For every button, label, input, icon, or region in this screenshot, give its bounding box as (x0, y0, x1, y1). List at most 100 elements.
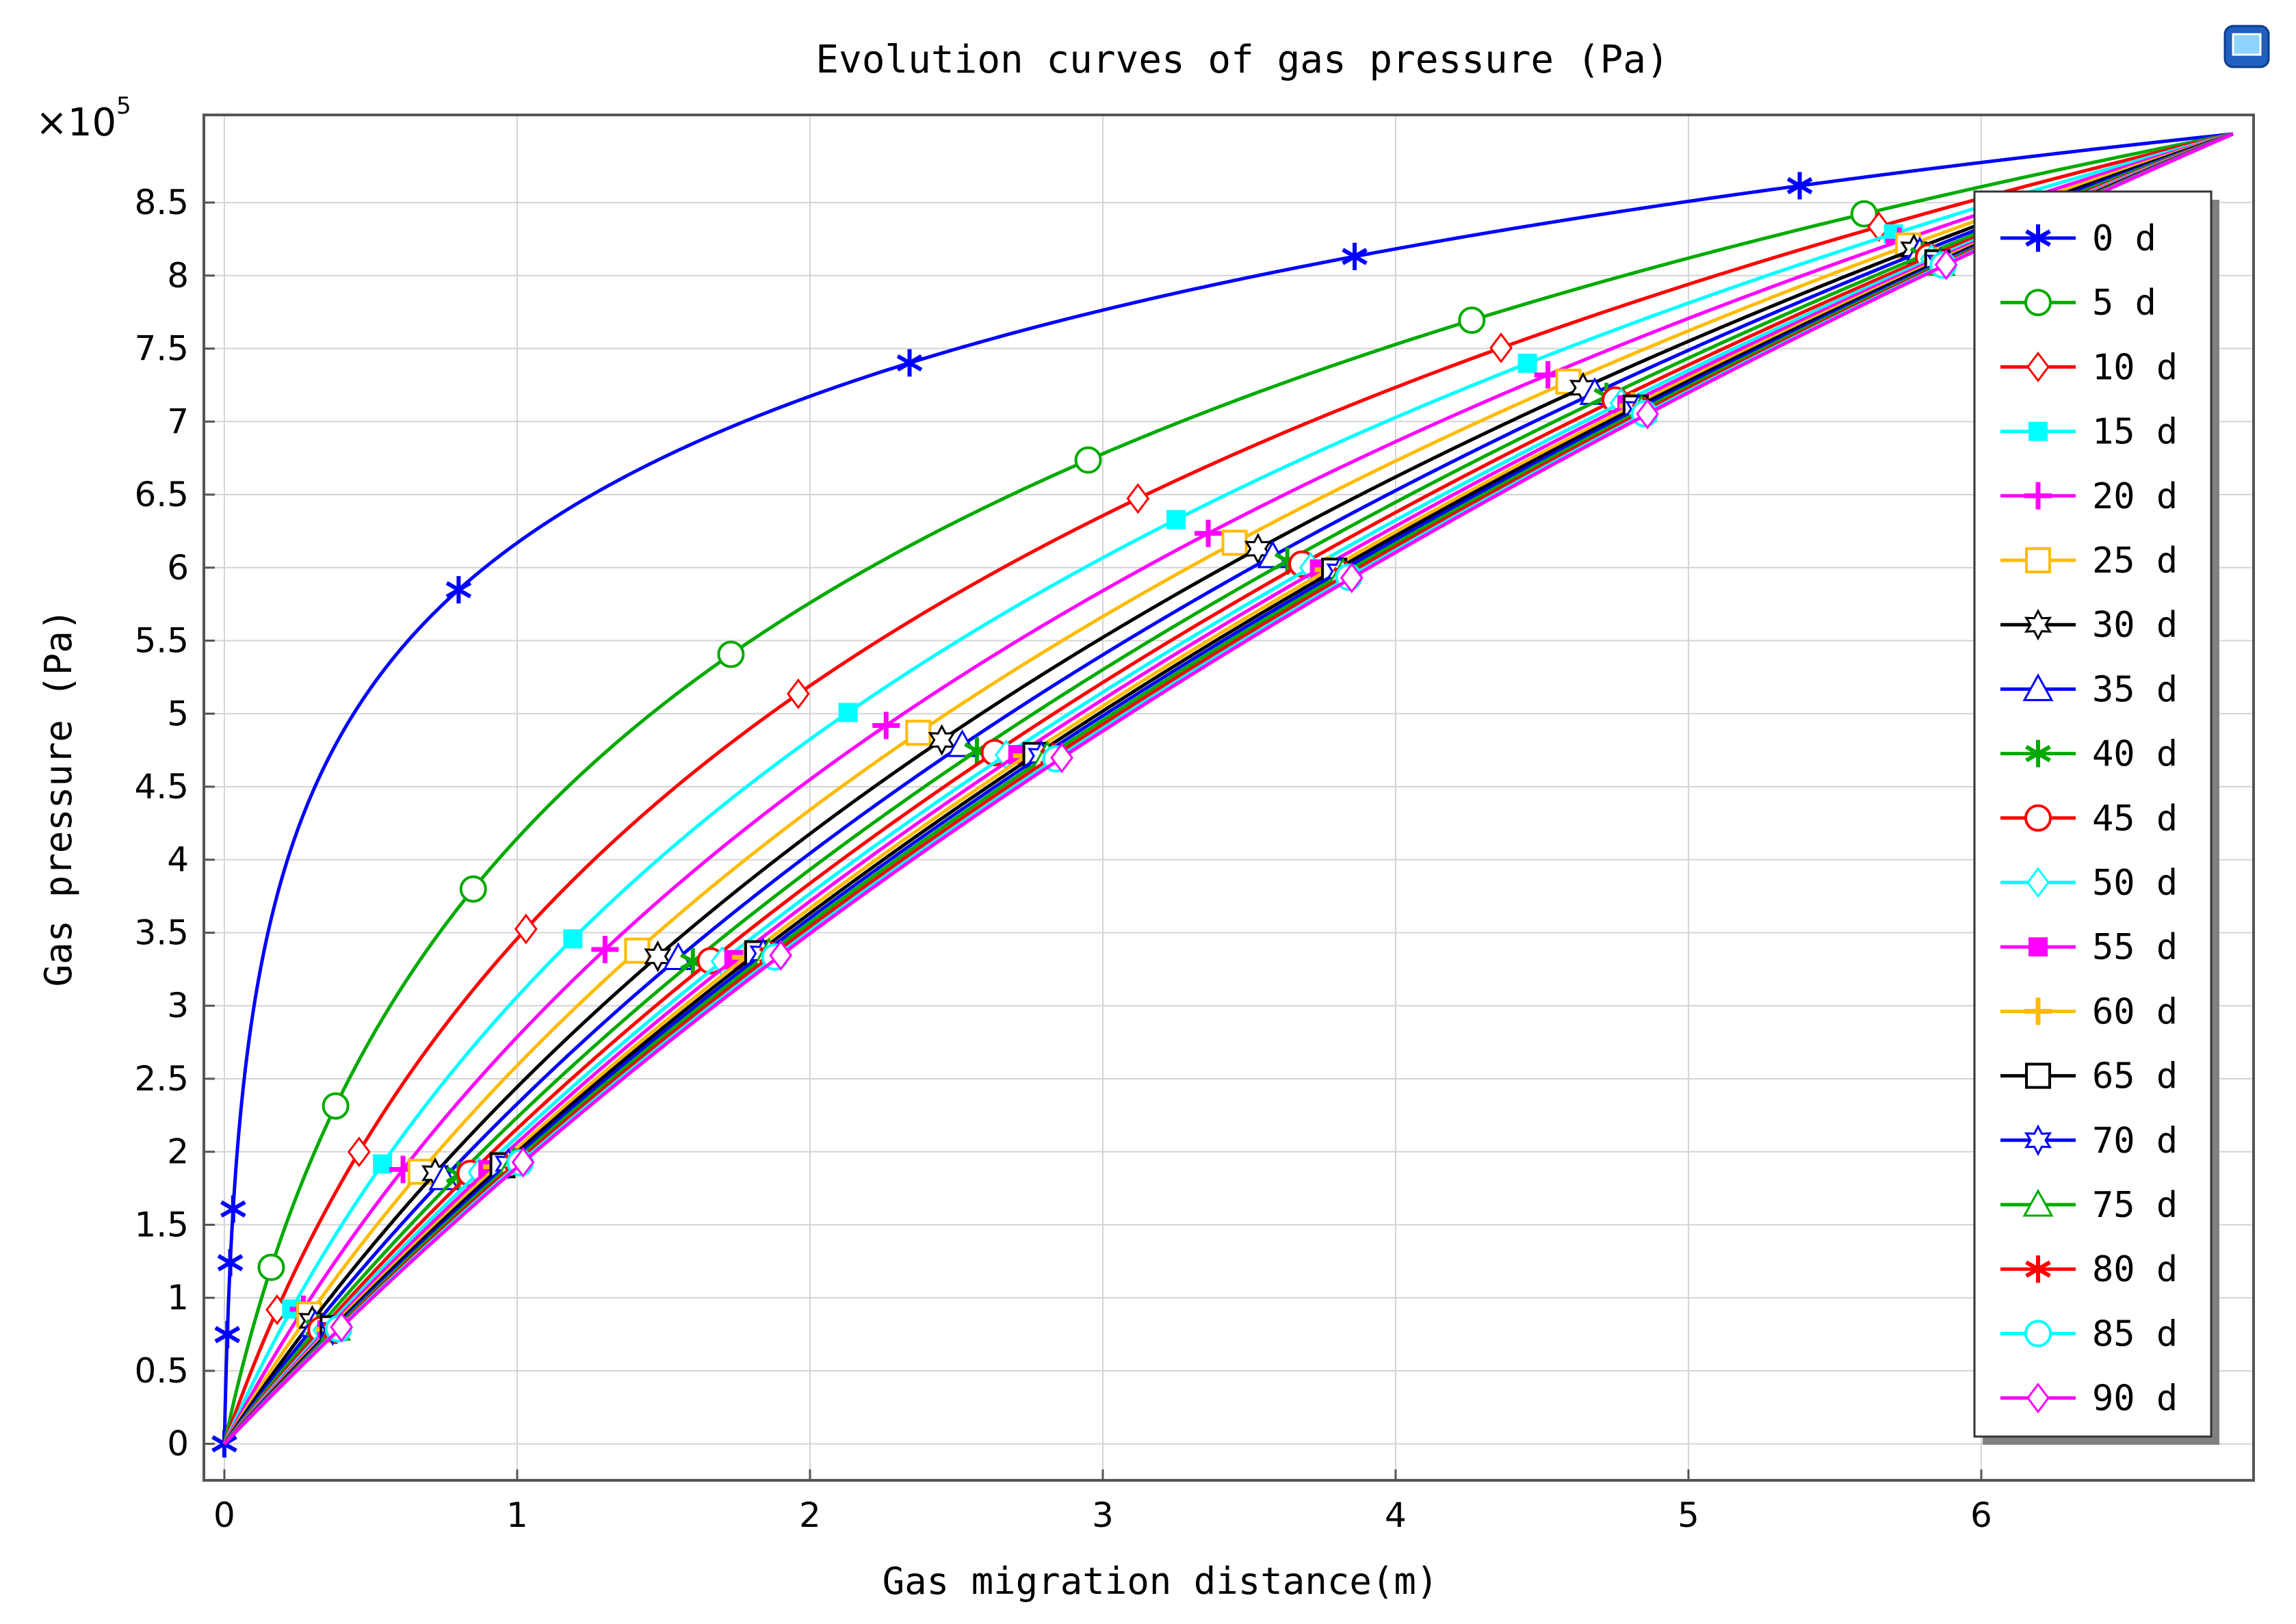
series-line (222, 132, 2234, 1446)
series-30-d (222, 132, 2234, 1446)
series-65-d (222, 132, 2234, 1446)
y-tick-label: 0 (167, 1424, 189, 1464)
data-point (1458, 306, 1486, 335)
legend-entry: 5 d (2000, 283, 2156, 324)
series-90-d (222, 132, 2234, 1446)
legend-label: 75 d (2092, 1185, 2178, 1226)
data-point (1221, 529, 1248, 556)
series-40-d (222, 132, 2234, 1446)
series-35-d (222, 132, 2234, 1446)
legend-entry: 80 d (2000, 1249, 2178, 1290)
legend-marker (2024, 997, 2052, 1025)
legend-label: 90 d (2092, 1378, 2178, 1419)
plot-frame (203, 114, 2255, 1482)
data-point (1166, 510, 1186, 529)
y-exponent: ×10 5 (36, 92, 131, 145)
series-15-d (222, 132, 2234, 1446)
y-tick-label: 2 (167, 1132, 189, 1172)
legend-marker (2024, 608, 2052, 641)
series-line (222, 132, 2234, 1446)
legend-box (1973, 190, 2213, 1438)
legend-label: 35 d (2092, 669, 2178, 710)
y-tick-label: 3.5 (134, 913, 189, 952)
legend-label: 85 d (2092, 1313, 2178, 1354)
legend-label: 40 d (2092, 734, 2178, 775)
data-point (769, 940, 793, 971)
legend-entry: 55 d (2000, 927, 2178, 968)
series-10-d (222, 132, 2234, 1446)
data-point (905, 720, 932, 746)
y-tick-label: 0.5 (134, 1351, 189, 1391)
data-point (946, 729, 978, 757)
series-25-d (222, 132, 2234, 1446)
y-tick-label: 6.5 (134, 475, 189, 514)
legend-entry: 35 d (2000, 669, 2178, 710)
y-tick-label: 5 (167, 694, 189, 733)
legend-entry: 60 d (2000, 991, 2178, 1032)
legend-label: 5 d (2092, 283, 2156, 324)
legend-marker (2022, 1188, 2054, 1217)
legend-entry: 90 d (2000, 1378, 2178, 1419)
legend-entry: 65 d (2000, 1056, 2178, 1097)
y-axis-label: Gas pressure (Pa) (37, 609, 80, 987)
data-point (1934, 249, 1958, 280)
legend-label: 45 d (2092, 798, 2178, 839)
y-ticks: 0 0.5 1 1.5 2 2.5 3 3.5 4 4.5 5 5.5 6 6.5 7 7.5 8 8.5 (134, 183, 215, 1464)
series-line (222, 132, 2234, 1446)
legend-marker (2025, 1255, 2051, 1283)
legend-marker (2026, 351, 2050, 382)
data-point (1126, 483, 1150, 514)
legend-label: 0 d (2092, 218, 2156, 259)
data-point (1342, 242, 1368, 270)
data-point (872, 711, 900, 739)
legend-marker (2028, 421, 2048, 441)
legend-marker (2024, 1124, 2052, 1157)
y-exponent-power: 5 (116, 92, 131, 120)
data-point (1195, 519, 1223, 547)
x-tick-label: 4 (1385, 1495, 1407, 1535)
legend-marker (2024, 1320, 2052, 1348)
y-tick-label: 7 (167, 402, 189, 441)
data-point (591, 936, 619, 964)
series-70-d (222, 132, 2234, 1446)
legend-entry: 0 d (2000, 218, 2156, 259)
series-line (222, 132, 2234, 1446)
data-point (1489, 332, 1513, 364)
legend-entries: 0 d 5 d 10 d 15 d 20 d 25 d 30 d 35 d 40 d 45 d 50… (2000, 218, 2178, 1419)
legend-label: 30 d (2092, 605, 2178, 646)
data-point (347, 1136, 371, 1168)
legend-marker (2024, 482, 2052, 510)
y-tick-label: 8 (167, 256, 189, 296)
series-line (222, 132, 2234, 1446)
y-exponent-base: ×10 (36, 101, 116, 145)
y-tick-label: 4 (167, 840, 189, 880)
x-tick-label: 0 (213, 1495, 235, 1535)
legend-marker (2026, 1383, 2050, 1414)
window-icon[interactable] (2223, 25, 2270, 68)
legend-marker (2025, 547, 2051, 573)
x-tick-label: 5 (1678, 1495, 1699, 1535)
data-point (644, 940, 672, 973)
chart-title: Evolution curves of gas pressure (Pa) (816, 38, 1669, 82)
data-point (786, 678, 810, 709)
data-point (511, 1147, 535, 1178)
series-80-d (222, 132, 2234, 1446)
legend-marker (2026, 867, 2050, 898)
data-point (214, 1321, 241, 1348)
data-point (1340, 562, 1364, 594)
y-tick-label: 1 (167, 1278, 189, 1318)
data-point (838, 703, 858, 722)
series-0-d (211, 132, 2234, 1458)
y-tick-label: 1.5 (134, 1205, 189, 1244)
data-point (624, 937, 651, 964)
legend-entry: 10 d (2000, 347, 2178, 388)
x-axis-label: Gas migration distance(m) (883, 1560, 1439, 1603)
data-point (217, 1248, 244, 1276)
legend-label: 50 d (2092, 863, 2178, 904)
y-tick-label: 6 (167, 548, 189, 588)
series-55-d (222, 132, 2234, 1446)
x-ticks: 0 1 2 3 4 5 6 (213, 1469, 1992, 1535)
x-tick-label: 6 (1970, 1495, 1992, 1535)
legend-entry: 40 d (2000, 734, 2178, 775)
